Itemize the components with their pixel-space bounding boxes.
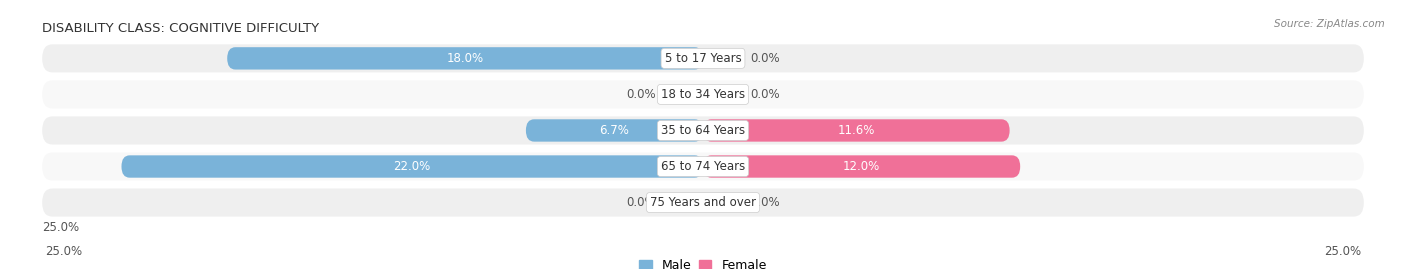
FancyBboxPatch shape [42,189,1364,217]
Text: 0.0%: 0.0% [751,88,780,101]
FancyBboxPatch shape [703,51,742,66]
FancyBboxPatch shape [664,195,703,210]
FancyBboxPatch shape [121,155,703,178]
Text: Source: ZipAtlas.com: Source: ZipAtlas.com [1274,19,1385,29]
Text: 0.0%: 0.0% [751,52,780,65]
Text: 5 to 17 Years: 5 to 17 Years [665,52,741,65]
Text: DISABILITY CLASS: COGNITIVE DIFFICULTY: DISABILITY CLASS: COGNITIVE DIFFICULTY [42,22,319,35]
FancyBboxPatch shape [526,119,703,142]
Text: 11.6%: 11.6% [838,124,875,137]
Text: 18.0%: 18.0% [447,52,484,65]
FancyBboxPatch shape [228,47,703,70]
Text: 25.0%: 25.0% [45,245,82,258]
Text: 0.0%: 0.0% [626,88,655,101]
Text: 18 to 34 Years: 18 to 34 Years [661,88,745,101]
FancyBboxPatch shape [703,119,1010,142]
FancyBboxPatch shape [42,44,1364,72]
FancyBboxPatch shape [703,155,1021,178]
Text: 0.0%: 0.0% [751,196,780,209]
FancyBboxPatch shape [42,80,1364,108]
Text: 25.0%: 25.0% [1324,245,1361,258]
Text: 25.0%: 25.0% [42,221,79,233]
FancyBboxPatch shape [703,87,742,102]
Text: 0.0%: 0.0% [626,196,655,209]
FancyBboxPatch shape [703,195,742,210]
Text: 12.0%: 12.0% [844,160,880,173]
FancyBboxPatch shape [42,116,1364,144]
Text: 6.7%: 6.7% [599,124,630,137]
Text: 65 to 74 Years: 65 to 74 Years [661,160,745,173]
Text: 35 to 64 Years: 35 to 64 Years [661,124,745,137]
FancyBboxPatch shape [42,153,1364,180]
FancyBboxPatch shape [664,87,703,102]
Text: 22.0%: 22.0% [394,160,430,173]
Text: 75 Years and over: 75 Years and over [650,196,756,209]
Legend: Male, Female: Male, Female [634,254,772,269]
